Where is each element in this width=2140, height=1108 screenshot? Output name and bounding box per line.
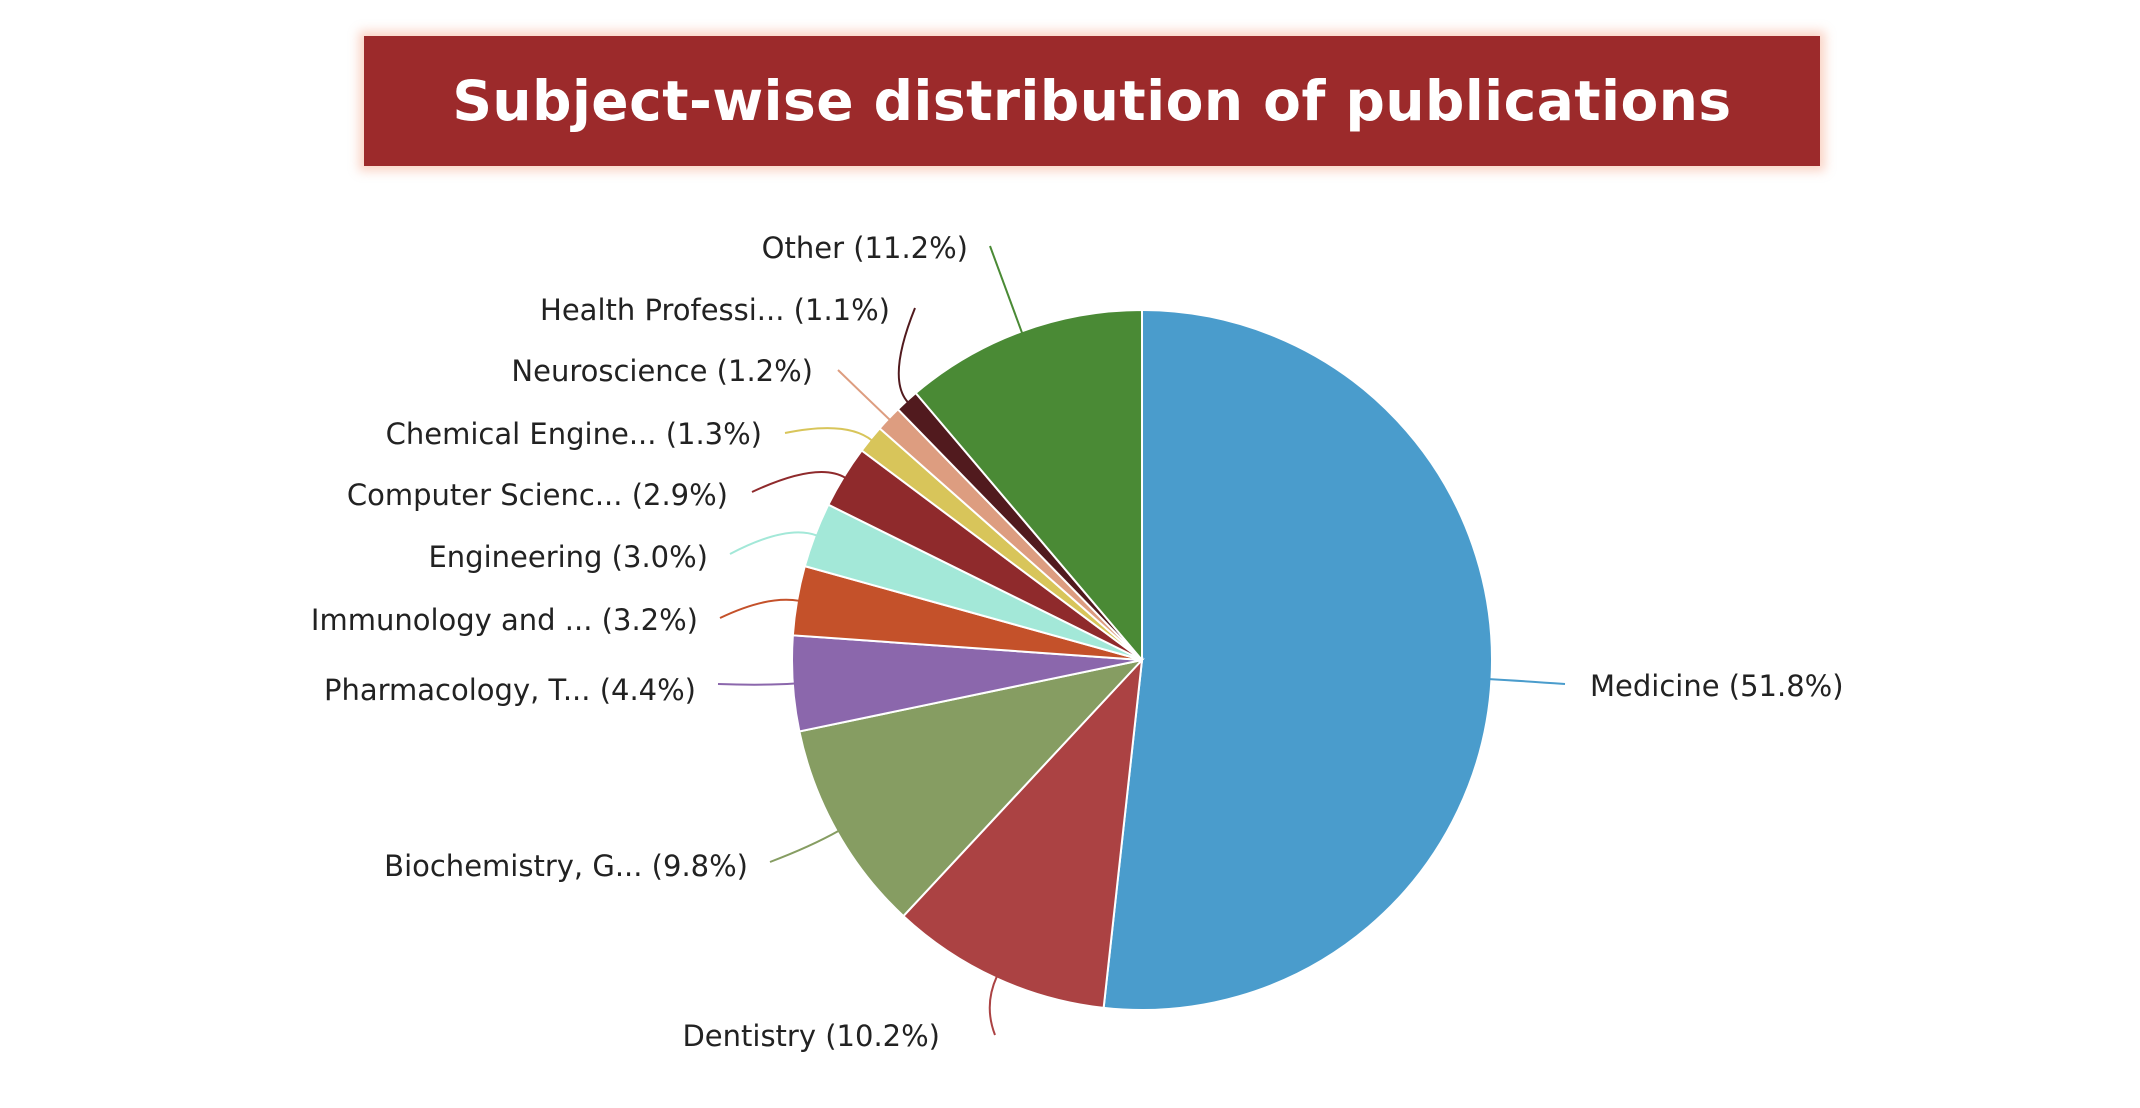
leader-line <box>784 427 873 442</box>
leader-line <box>1489 678 1566 685</box>
slice-label: Engineering (3.0%) <box>428 540 708 574</box>
slice-label: Health Professi... (1.1%) <box>540 293 890 327</box>
title-banner: Subject-wise distribution of publication… <box>364 36 1820 166</box>
leader-line <box>989 245 1024 334</box>
pie-slice <box>1102 308 1493 1011</box>
slice-label: Immunology and ... (3.2%) <box>311 603 698 637</box>
leader-line <box>751 470 847 493</box>
chart-title: Subject-wise distribution of publication… <box>452 69 1732 133</box>
slice-label: Pharmacology, T... (4.4%) <box>324 673 696 707</box>
slice-label: Biochemistry, G... (9.8%) <box>384 849 748 883</box>
leader-line <box>729 531 818 555</box>
leader-line <box>837 369 891 421</box>
slice-label: Chemical Engine... (1.3%) <box>386 417 762 451</box>
slice-label: Dentistry (10.2%) <box>682 1019 940 1053</box>
leader-line <box>717 682 795 686</box>
leader-line <box>897 307 916 404</box>
leader-line <box>988 975 998 1036</box>
slice-label: Medicine (51.8%) <box>1590 669 1844 703</box>
leader-line <box>719 598 800 619</box>
slice-label: Other (11.2%) <box>762 231 968 265</box>
slice-label: Neuroscience (1.2%) <box>511 354 813 388</box>
leader-line <box>769 829 840 863</box>
slice-label: Computer Scienc... (2.9%) <box>347 478 728 512</box>
